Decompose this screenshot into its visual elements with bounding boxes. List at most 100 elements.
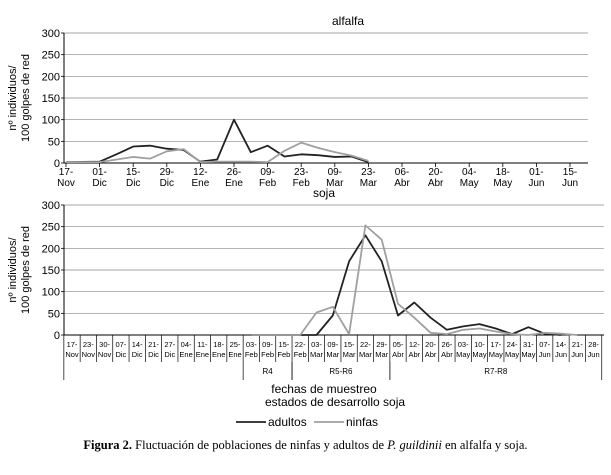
- x-tick-label: Jun: [555, 350, 567, 359]
- x-tick-label: Mar: [375, 350, 388, 359]
- x-tick-label: Jun: [571, 350, 583, 359]
- x-tick-label: 15-: [126, 167, 140, 178]
- x-tick-label: May: [521, 350, 535, 359]
- x-tick-label: Feb: [293, 178, 311, 189]
- x-tick-label: Jun: [539, 350, 551, 359]
- x-tick-label: 04-: [181, 340, 192, 349]
- x-tick-label: Abr: [425, 350, 437, 359]
- x-tick-label: Ene: [212, 350, 225, 359]
- x-tick-label: 01-: [529, 167, 543, 178]
- x-tick-label: Feb: [294, 350, 307, 359]
- series-line-adultos: [65, 118, 369, 164]
- x-tick-label: Dic: [164, 350, 175, 359]
- y-axis-label-line: nº individuos/: [7, 236, 19, 302]
- x-tick-label: Nov: [98, 350, 112, 359]
- y-tick-label: 150: [42, 93, 60, 105]
- x-tick-label: Jun: [562, 178, 578, 189]
- x-tick-label: Mar: [326, 178, 344, 189]
- x-tick-label: 11-: [197, 340, 208, 349]
- x-tick-label: 23-: [361, 167, 375, 178]
- x-tick-label: 03-: [458, 340, 469, 349]
- y-axis-label: nº individuos/100 golpes de red: [7, 54, 32, 142]
- stage-axis-label: estados de desarrollo soja: [265, 395, 405, 409]
- x-tick-label: Jun: [528, 178, 544, 189]
- y-tick-label: 200: [42, 71, 60, 83]
- x-tick-label: Ene: [179, 350, 192, 359]
- x-tick-label: Ene: [228, 350, 241, 359]
- x-tick-label: 17-: [67, 340, 78, 349]
- x-tick-label: 07-: [539, 340, 550, 349]
- x-tick-label: Abr: [441, 350, 453, 359]
- x-tick-label: 20-: [428, 167, 442, 178]
- x-tick-label: 23-: [294, 167, 308, 178]
- x-tick-label: Dic: [160, 178, 174, 189]
- x-tick-label: Abr: [394, 178, 410, 189]
- x-tick-label: 14-: [556, 340, 567, 349]
- caption-prefix: Figura 2.: [83, 438, 133, 452]
- x-tick-label: 09-: [262, 340, 273, 349]
- x-tick-label: Ene: [196, 350, 209, 359]
- x-tick-label: 06-: [395, 167, 409, 178]
- x-tick-label: 28-: [588, 340, 599, 349]
- x-tick-label: 23-: [83, 340, 94, 349]
- y-axis-label: nº individuos/100 golpes de red: [7, 226, 32, 314]
- x-tick-label: Dic: [148, 350, 159, 359]
- x-tick-label: 07-: [115, 340, 126, 349]
- caption-species: P. guildinii: [387, 438, 442, 452]
- x-tick-label: May: [460, 178, 479, 189]
- x-tick-label: 15-: [344, 340, 355, 349]
- x-tick-label: 05-: [393, 340, 404, 349]
- x-tick-label: 17-: [59, 167, 73, 178]
- x-tick-label: 01-: [92, 167, 106, 178]
- x-tick-label: Mar: [360, 178, 378, 189]
- x-tick-label: 30-: [99, 340, 110, 349]
- stage-label: R4: [262, 367, 273, 376]
- x-tick-label: 15-: [563, 167, 577, 178]
- x-tick-label: 21-: [148, 340, 159, 349]
- x-tick-label: 18-: [496, 167, 510, 178]
- x-tick-label: 29-: [376, 340, 387, 349]
- x-tick-label: 26-: [227, 167, 241, 178]
- y-axis-label-line: 100 golpes de red: [20, 226, 32, 314]
- x-tick-label: 09-: [260, 167, 274, 178]
- x-tick-label: 29-: [160, 167, 174, 178]
- x-tick-label: 31-: [523, 340, 534, 349]
- x-tick-label: May: [456, 350, 470, 359]
- x-tick-label: 10-: [474, 340, 485, 349]
- y-tick-label: 50: [48, 136, 60, 148]
- x-tick-label: Jun: [588, 350, 600, 359]
- x-tick-label: 21-: [572, 340, 583, 349]
- x-tick-label: 20-: [425, 340, 436, 349]
- x-tick-label: 18-: [213, 340, 224, 349]
- legend-label-ninfas: ninfas: [346, 415, 378, 429]
- x-tick-label: Nov: [82, 350, 96, 359]
- y-tick-label: 50: [48, 308, 60, 320]
- y-tick-label: 100: [42, 115, 60, 127]
- x-tick-label: May: [489, 350, 503, 359]
- x-tick-label: Nov: [57, 178, 75, 189]
- chart-title: soja: [313, 186, 335, 200]
- x-tick-label: Dic: [115, 350, 126, 359]
- chart-2: 0 50 100 150 200 250 300 nº individuos/100 golp…: [7, 186, 604, 409]
- y-tick-label: 200: [42, 243, 60, 255]
- chart-title: alfalfa: [332, 14, 364, 28]
- x-tick-label: May: [493, 178, 512, 189]
- x-tick-label: Mar: [310, 350, 323, 359]
- x-tick-label: Dic: [132, 350, 143, 359]
- series-line-ninfas: [251, 224, 578, 336]
- x-tick-label: 03-: [311, 340, 322, 349]
- x-tick-label: 12-: [193, 167, 207, 178]
- chart-1: 0 50 100 150 200 250 300 nº individuos/100 golp…: [7, 14, 588, 189]
- y-axis-label-line: nº individuos/: [7, 64, 19, 130]
- legend-label-adultos: adultos: [268, 415, 307, 429]
- x-tick-label: 24-: [507, 340, 518, 349]
- x-tick-label: 03-: [246, 340, 257, 349]
- x-tick-label: 22-: [295, 340, 306, 349]
- x-tick-label: Abr: [428, 178, 444, 189]
- y-axis-label-line: 100 golpes de red: [20, 54, 32, 142]
- x-tick-label: Abr: [392, 350, 404, 359]
- x-tick-label: 15-: [278, 340, 289, 349]
- x-tick-label: 17-: [490, 340, 501, 349]
- x-tick-label: 09-: [327, 340, 338, 349]
